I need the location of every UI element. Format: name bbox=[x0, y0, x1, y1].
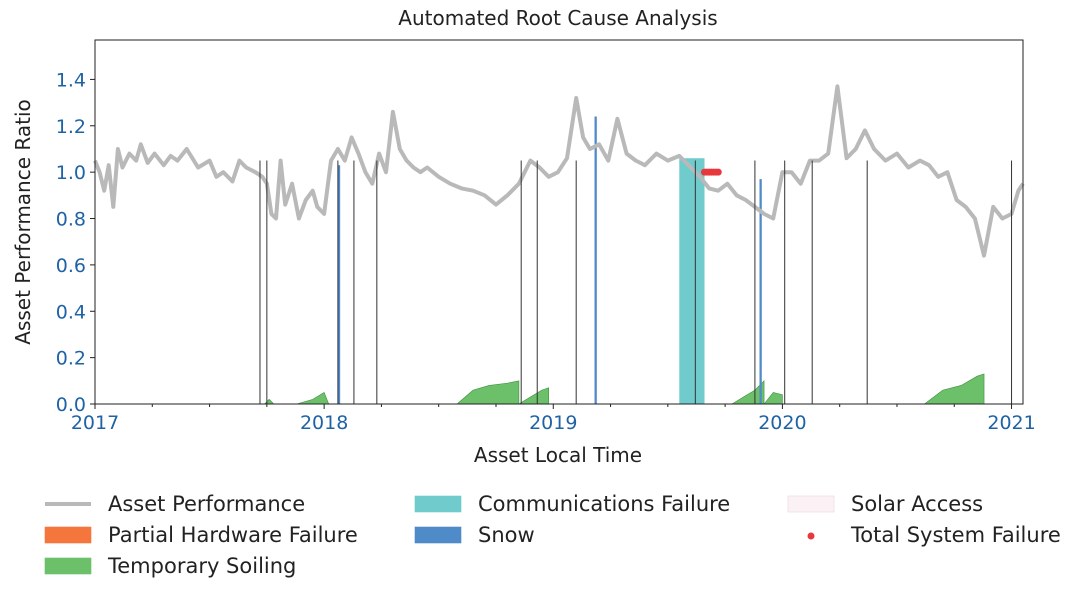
soiling-area-0 bbox=[263, 398, 275, 405]
legend-label: Temporary Soiling bbox=[107, 554, 296, 578]
soiling-area-2 bbox=[456, 380, 520, 405]
y-axis-label: Asset Performance Ratio bbox=[11, 99, 35, 344]
chart-title: Automated Root Cause Analysis bbox=[398, 6, 717, 30]
y-tick-label: 0.8 bbox=[56, 209, 86, 231]
soiling-area-4 bbox=[730, 380, 765, 405]
x-tick-label: 2017 bbox=[71, 412, 119, 434]
y-tick-label: 0.6 bbox=[56, 255, 86, 277]
legend-swatch-point bbox=[807, 532, 815, 540]
legend-label: Asset Performance bbox=[108, 492, 305, 516]
x-tick-label: 2019 bbox=[529, 412, 577, 434]
y-tick-label: 0.2 bbox=[56, 348, 86, 370]
legend-swatch-area bbox=[787, 495, 835, 513]
legend-label: Total System Failure bbox=[850, 523, 1061, 547]
soiling-area-1 bbox=[296, 391, 330, 405]
y-tick-label: 1.0 bbox=[56, 162, 86, 184]
y-tick-label: 1.2 bbox=[56, 116, 86, 138]
snow-band-1 bbox=[594, 116, 597, 404]
y-tick-label: 0.4 bbox=[56, 301, 86, 323]
legend-swatch-area bbox=[414, 526, 462, 544]
soiling-area-5 bbox=[763, 392, 783, 405]
x-tick-label: 2020 bbox=[758, 412, 806, 434]
x-tick-label: 2018 bbox=[300, 412, 348, 434]
legend-label: Partial Hardware Failure bbox=[108, 523, 358, 547]
y-tick-label: 0.0 bbox=[56, 394, 86, 416]
legend-label: Snow bbox=[478, 523, 535, 547]
y-tick-label: 1.4 bbox=[56, 69, 86, 91]
y-axis: 0.0 0.2 0.4 0.6 0.8 1.0 1.2 1.4 bbox=[56, 69, 95, 416]
legend-label: Communications Failure bbox=[478, 492, 730, 516]
legend: Asset Performance Partial Hardware Failur… bbox=[44, 492, 1061, 578]
legend-label: Solar Access bbox=[851, 492, 983, 516]
plot-frame bbox=[94, 39, 1024, 405]
legend-swatch-area bbox=[44, 526, 92, 544]
x-tick-label: 2021 bbox=[987, 412, 1035, 434]
snow-band-0 bbox=[337, 165, 341, 404]
x-axis-label: Asset Local Time bbox=[474, 443, 642, 467]
soiling-area-3 bbox=[517, 387, 549, 405]
plot-area bbox=[93, 84, 1025, 405]
legend-swatch-area bbox=[414, 495, 462, 513]
snow-band-2 bbox=[759, 179, 762, 404]
soiling-area-6 bbox=[923, 373, 985, 405]
x-axis: 2017 2018 2019 2020 2021 bbox=[71, 404, 1036, 434]
total-system-failure-point bbox=[714, 168, 722, 176]
comm-failure-band-0 bbox=[679, 158, 705, 404]
legend-swatch-area bbox=[44, 557, 92, 575]
asset-performance-line bbox=[93, 84, 1025, 258]
